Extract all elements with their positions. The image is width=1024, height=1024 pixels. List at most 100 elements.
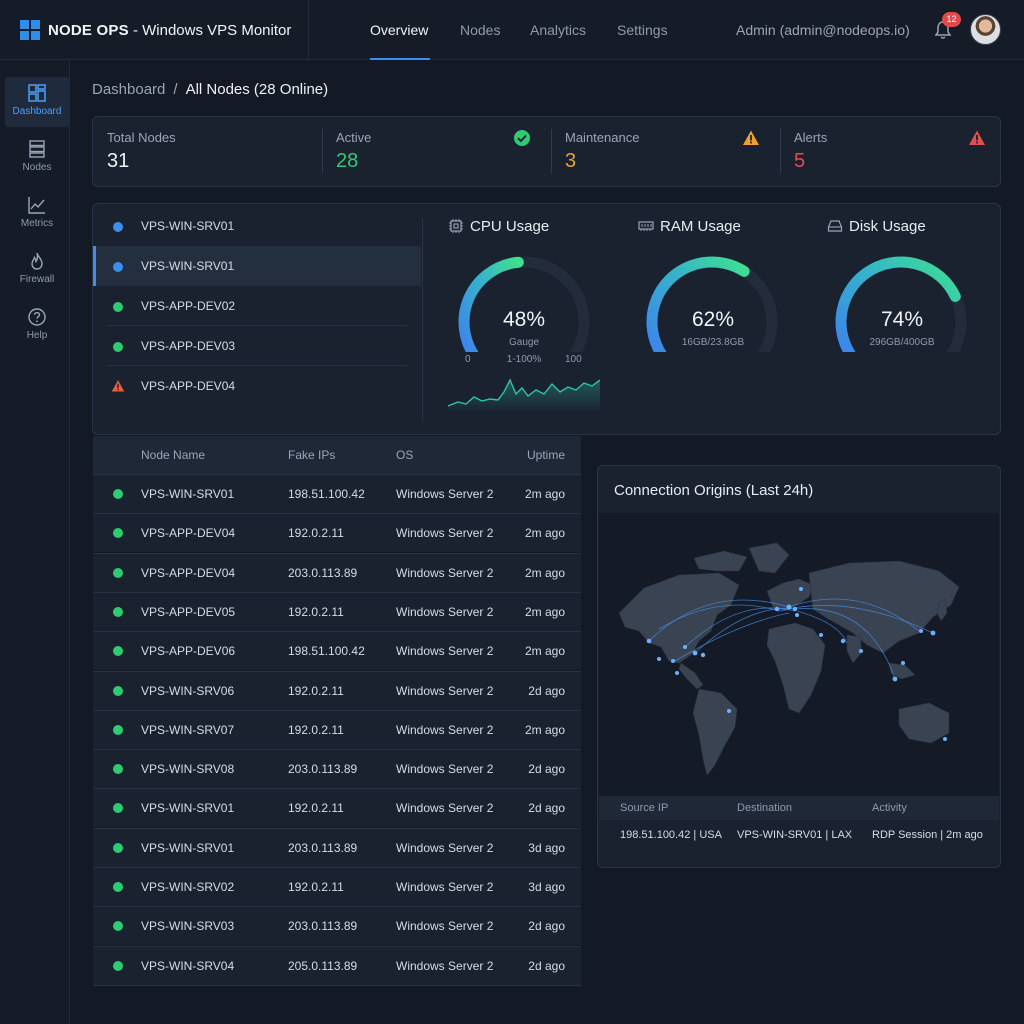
column-header-destination[interactable]: Destination [737,802,793,814]
sidebar-item-metrics[interactable]: Metrics [5,189,69,239]
stat-maintenance[interactable]: Maintenance 3 [551,117,780,187]
help-circle-icon [28,308,46,326]
cell-uptime: 2m ago [524,565,565,580]
line-chart-icon [28,197,45,214]
table-row[interactable]: VPS-WIN-SRV03 203.0.113.89 Windows Server … [93,906,581,946]
connection-row[interactable]: 198.51.100.42 | USA VPS-WIN-SRV01 | LAX … [599,821,999,849]
cell-ip: 192.0.2.11 [288,801,344,816]
table-row[interactable]: VPS-APP-DEV04 203.0.113.89 Windows Server … [93,552,581,592]
sidebar-item-nodes[interactable]: Nodes [5,133,69,183]
node-list-item-selected[interactable]: VPS-WIN-SRV01 [93,246,421,286]
stat-active[interactable]: Active 28 [322,117,551,187]
disk-gauge [835,256,967,352]
table-row[interactable]: VPS-WIN-SRV08 203.0.113.89 Windows Server … [93,749,581,789]
node-list: VPS-WIN-SRV01 VPS-WIN-SRV01 VPS-APP-DEV0… [93,206,421,406]
column-header-uptime[interactable]: Uptime [527,448,566,462]
node-list-item[interactable]: VPS-WIN-SRV01 [93,206,421,246]
sidebar-item-firewall[interactable]: Firewall [5,245,69,295]
sidebar-item-help[interactable]: Help [5,301,69,351]
sidebar-item-dashboard[interactable]: Dashboard [5,77,69,127]
gauge-title-text: CPU Usage [470,218,550,235]
column-header-node-name[interactable]: Node Name [141,448,206,462]
breadcrumb-separator: / [173,81,178,98]
cell-ip: 198.51.100.42 [288,644,365,659]
table-row[interactable]: VPS-WIN-SRV02 192.0.2.11 Windows Server 2 3… [93,867,581,906]
status-dot [113,342,123,352]
cpu-gauge-max: 100 [565,354,582,365]
connections-table-header: Source IP Destination Activity [599,796,999,820]
table-row[interactable]: VPS-WIN-SRV06 192.0.2.11 Windows Server 2 2… [93,670,581,710]
brand[interactable]: NODE OPS - Windows VPS Monitor [0,0,309,60]
stat-value: 31 [107,150,130,172]
connection-source-ip: 198.51.100.42 | USA [620,829,722,841]
column-header-activity[interactable]: Activity [872,802,907,814]
table-row[interactable]: VPS-WIN-SRV01 192.0.2.11 Windows Server 2 2… [93,788,581,828]
cell-os: Windows Server 2 [396,958,494,973]
table-row[interactable]: VPS-APP-DEV06 198.51.100.42 Windows Server… [93,631,581,671]
node-list-item[interactable]: VPS-APP-DEV04 [93,366,421,406]
status-dot [113,842,123,853]
windows-logo-icon [20,20,40,40]
table-row[interactable]: VPS-APP-DEV05 192.0.2.11 Windows Server 2 2… [93,591,581,631]
table-row[interactable]: VPS-WIN-SRV01 203.0.113.89 Windows Server … [93,827,581,867]
status-dot [113,803,123,814]
stat-value: 3 [565,150,577,172]
cell-uptime: 2m ago [524,526,565,541]
status-dot [113,764,123,775]
notification-badge: 12 [942,12,961,27]
cell-ip: 198.51.100.42 [288,487,365,501]
node-list-item[interactable]: VPS-APP-DEV03 [93,326,421,366]
stat-total-nodes[interactable]: Total Nodes 31 [93,117,322,187]
sidebar-item-label: Metrics [20,218,54,229]
cpu-sparkline [448,378,600,412]
cell-uptime: 3d ago [528,880,565,894]
cell-os: Windows Server 2 [396,801,494,816]
table-row[interactable]: VPS-WIN-SRV04 205.0.113.89 Windows Server … [93,945,581,985]
node-overview-panel: VPS-WIN-SRV01 VPS-WIN-SRV01 VPS-APP-DEV0… [92,203,1001,435]
table-row[interactable]: VPS-WIN-SRV07 192.0.2.11 Windows Server 2 2… [93,709,581,749]
cell-uptime: 2d ago [528,762,565,777]
table-bottom-edge [93,984,581,986]
status-dot [113,960,123,971]
world-map[interactable] [599,513,999,797]
table-row[interactable]: VPS-WIN-SRV01 198.51.100.42 Windows Server… [93,474,581,513]
node-name: VPS-WIN-SRV01 [141,259,235,273]
cell-os: Windows Server 2 [396,880,494,894]
table-row[interactable]: VPS-APP-DEV04 192.0.2.11 Windows Server 2 2… [93,513,581,553]
cell-node-name: VPS-WIN-SRV06 [141,683,235,698]
cell-os: Windows Server 2 [396,644,494,659]
tab-nodes[interactable]: Nodes [460,22,501,38]
cell-ip: 203.0.113.89 [288,565,358,580]
breadcrumb-root[interactable]: Dashboard [92,81,166,98]
status-dot [113,882,123,892]
divider [107,325,407,326]
column-header-os[interactable]: OS [396,448,414,462]
divider [107,365,407,366]
breadcrumb-current: All Nodes (28 Online) [185,81,329,98]
warning-triangle-icon [743,130,759,145]
tab-overview[interactable]: Overview [370,0,430,60]
cell-os: Windows Server 2 [396,683,494,698]
cell-os: Windows Server 2 [396,604,494,619]
cell-node-name: VPS-WIN-SRV01 [141,801,235,816]
tab-analytics[interactable]: Analytics [530,22,587,38]
tab-settings[interactable]: Settings [617,22,668,38]
avatar[interactable] [970,14,1001,45]
cell-uptime: 2d ago [528,801,565,816]
cell-ip: 192.0.2.11 [288,722,344,737]
cell-uptime: 2m ago [524,644,565,659]
node-list-item[interactable]: VPS-APP-DEV02 [93,286,421,326]
column-header-ip[interactable]: Fake IPs [288,448,336,462]
cell-ip: 203.0.113.89 [288,840,358,855]
cell-os: Windows Server 2 [396,840,494,855]
sidebar-item-label: Help [26,330,48,341]
cell-ip: 203.0.113.89 [288,762,358,777]
cell-uptime: 2m ago [524,487,565,501]
stat-alerts[interactable]: Alerts 5 [780,117,1001,187]
cell-uptime: 3d ago [528,840,565,855]
user-account-label[interactable]: Admin (admin@nodeops.io) [736,22,910,38]
stat-label: Total Nodes [107,130,176,145]
cell-node-name: VPS-WIN-SRV03 [141,919,235,934]
column-header-source-ip[interactable]: Source IP [620,802,669,814]
cell-node-name: VPS-WIN-SRV07 [141,722,235,737]
